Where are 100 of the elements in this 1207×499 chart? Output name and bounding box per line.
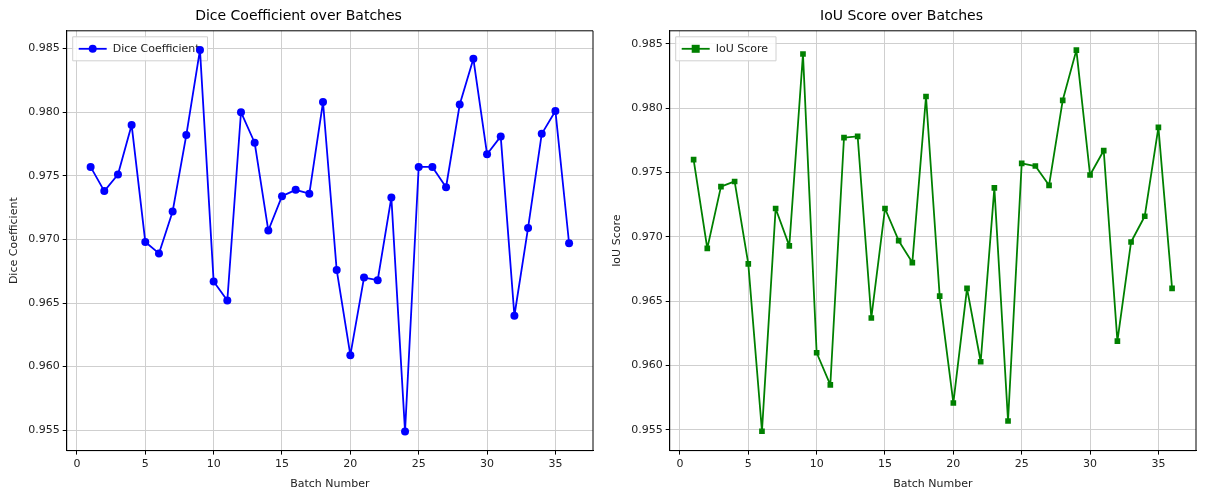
y-axis-title: Dice Coefficient — [7, 196, 21, 285]
point — [524, 223, 533, 232]
point — [346, 351, 355, 360]
point — [964, 285, 970, 292]
point — [291, 185, 300, 194]
point — [236, 108, 245, 117]
y-tick-label: 0.960 — [28, 359, 60, 373]
point — [469, 54, 478, 63]
y-tick-label: 0.980 — [631, 100, 663, 114]
point — [1018, 160, 1025, 167]
point — [718, 183, 724, 190]
chart-title: Dice Coefficient over Batches — [195, 7, 402, 24]
point — [813, 349, 820, 356]
point — [1114, 338, 1121, 344]
y-tick-label: 0.975 — [28, 168, 60, 182]
point — [264, 226, 273, 235]
x-tick-label: 30 — [1083, 457, 1098, 471]
point — [401, 427, 410, 436]
x-tick-label: 25 — [1014, 457, 1029, 471]
x-tick-label: 5 — [141, 457, 149, 471]
x-tick-label: 10 — [206, 457, 221, 471]
point — [182, 131, 191, 140]
point — [1073, 47, 1080, 53]
point — [414, 162, 423, 171]
point — [895, 237, 902, 244]
chart-title: IoU Score over Batches — [820, 7, 983, 24]
point — [745, 261, 752, 267]
point — [923, 93, 929, 100]
x-tick-label: 10 — [809, 457, 824, 471]
y-tick-label: 0.955 — [28, 423, 60, 437]
point — [428, 162, 437, 171]
x-tick-label: 25 — [411, 457, 426, 471]
y-tick-label: 0.975 — [631, 165, 663, 179]
point — [977, 358, 984, 365]
point — [100, 187, 109, 196]
legend-label: IoU Score — [715, 41, 769, 55]
x-axis-title: Batch Number — [290, 477, 370, 491]
x-tick-label: 30 — [480, 457, 495, 471]
point — [882, 205, 888, 212]
point — [759, 428, 765, 435]
point — [168, 207, 177, 216]
point — [1141, 213, 1148, 220]
point — [1005, 418, 1011, 424]
point — [841, 134, 847, 141]
point — [1046, 182, 1052, 189]
point — [1087, 172, 1093, 178]
y-tick-label: 0.970 — [631, 229, 663, 243]
y-tick-label: 0.960 — [631, 358, 663, 372]
point — [278, 192, 286, 201]
point — [868, 315, 875, 321]
y-tick-label: 0.985 — [28, 41, 60, 55]
x-tick-label: 15 — [275, 457, 289, 471]
point — [223, 296, 232, 305]
point — [991, 185, 998, 191]
point — [113, 170, 122, 179]
point — [565, 239, 574, 248]
point — [1059, 97, 1066, 104]
y-tick-label: 0.970 — [28, 232, 60, 246]
y-tick-label: 0.985 — [631, 36, 663, 50]
point — [332, 265, 341, 274]
x-tick-label: 15 — [878, 457, 892, 471]
point — [510, 311, 519, 320]
point — [1100, 147, 1107, 154]
x-tick-label: 20 — [343, 457, 358, 471]
y-axis-title: IoU Score — [610, 214, 624, 267]
point — [786, 243, 793, 249]
point — [496, 132, 505, 141]
point — [537, 129, 546, 138]
point — [154, 249, 163, 258]
x-axis-title: Batch Number — [893, 477, 973, 491]
point — [319, 98, 328, 107]
x-tick-label: 20 — [946, 457, 961, 471]
point — [86, 162, 95, 171]
y-tick-label: 0.965 — [631, 294, 663, 308]
point — [1169, 285, 1175, 292]
point — [827, 382, 834, 388]
x-tick-label: 5 — [744, 457, 752, 471]
point — [1128, 239, 1134, 245]
point — [250, 138, 259, 147]
point — [551, 106, 560, 115]
point — [1032, 163, 1039, 169]
x-tick-label: 35 — [548, 457, 563, 471]
point — [950, 400, 957, 406]
y-tick-label: 0.980 — [28, 105, 60, 119]
x-tick-label: 0 — [73, 457, 81, 471]
y-tick-label: 0.955 — [631, 422, 663, 436]
x-tick-label: 0 — [676, 457, 684, 471]
legend-label: Dice Coefficient — [112, 41, 201, 55]
point — [936, 293, 943, 299]
point — [209, 277, 218, 286]
point — [141, 237, 150, 246]
point — [127, 120, 136, 129]
point — [387, 193, 396, 202]
point — [442, 183, 451, 192]
point — [373, 276, 382, 285]
x-tick-label: 35 — [1151, 457, 1166, 471]
point — [455, 100, 464, 109]
point — [800, 51, 806, 57]
point — [704, 245, 711, 252]
point — [483, 150, 492, 159]
